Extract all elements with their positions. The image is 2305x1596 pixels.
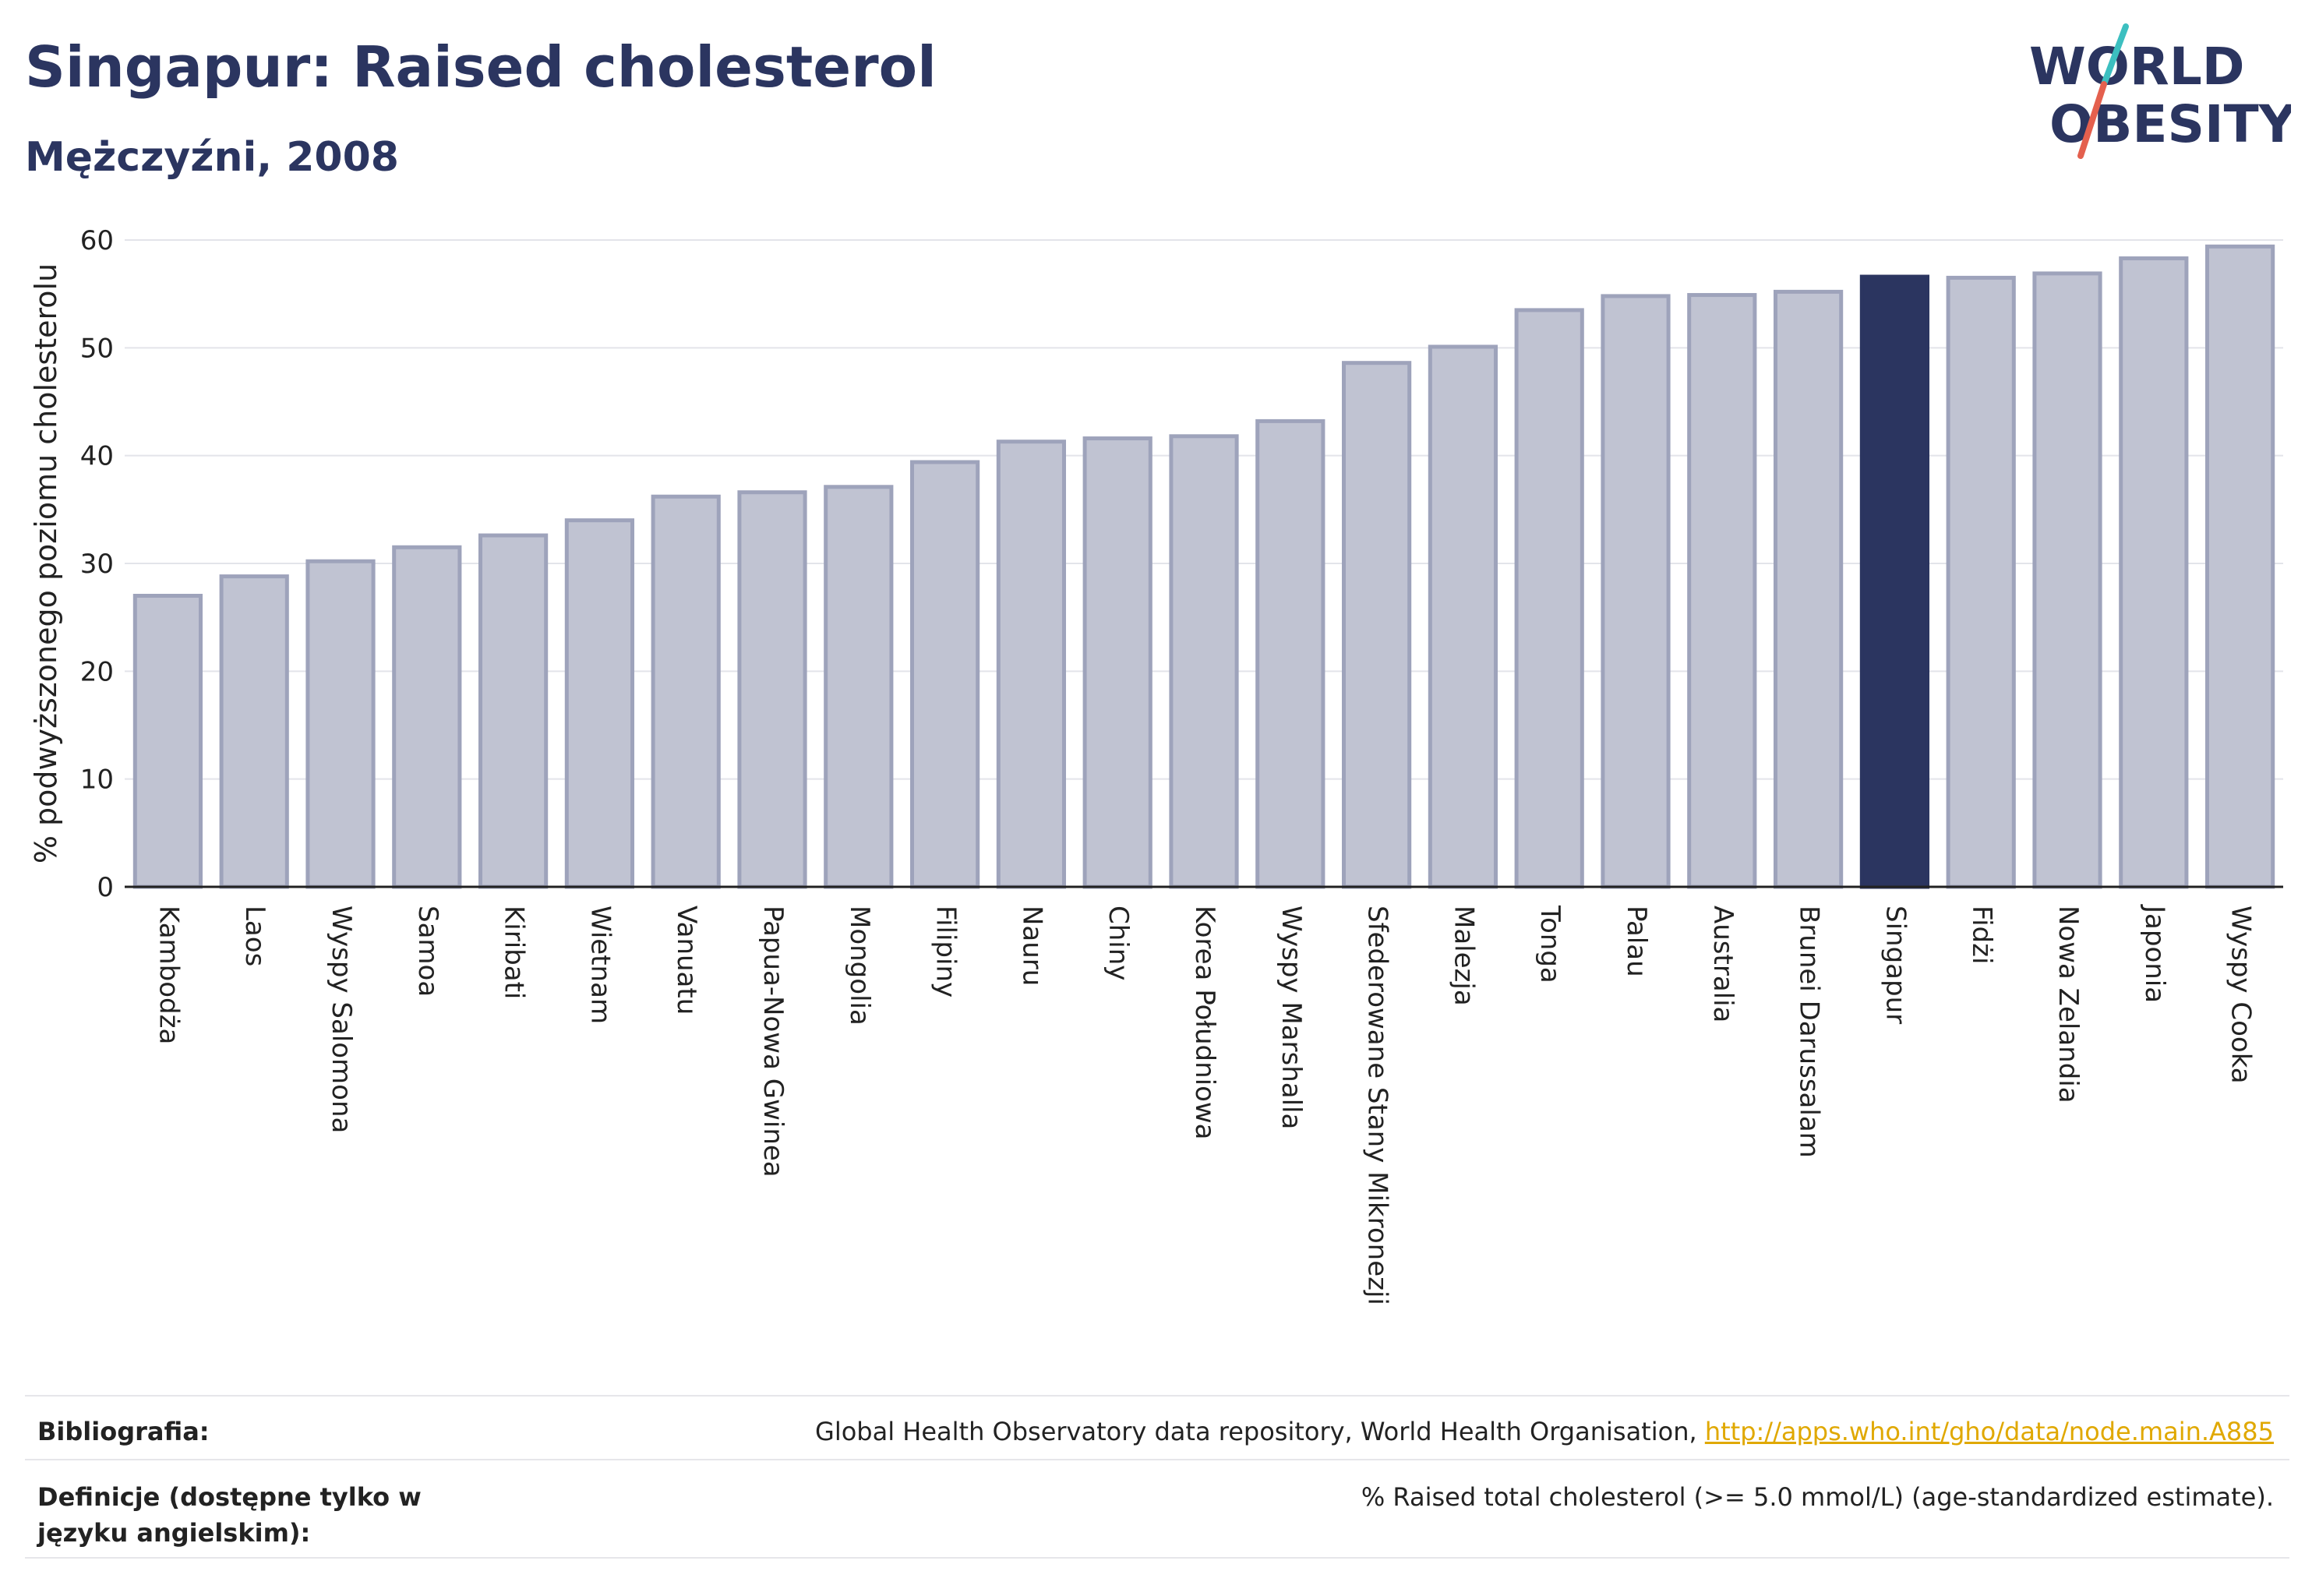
y-tick-label: 60 — [80, 225, 114, 256]
x-tick-label: Papua-Nowa Gwinea — [757, 906, 789, 1178]
x-tick-label: Sfederowane Stany Mikronezji — [1362, 906, 1393, 1305]
logo-slash-red — [2077, 81, 2107, 159]
bar[interactable] — [1514, 308, 1584, 889]
bar[interactable] — [2119, 256, 2189, 889]
x-tick-label: Wyspy Cooka — [2226, 906, 2257, 1084]
x-tick-label: Mongolia — [844, 906, 875, 1026]
bibliography-link[interactable]: http://apps.who.int/gho/data/node.main.A… — [1704, 1417, 2274, 1446]
x-tick-label: Kiribati — [499, 906, 530, 999]
x-tick-label: Japonia — [2139, 904, 2170, 1003]
x-tick-label: Palau — [1621, 906, 1652, 977]
definitions-value: % Raised total cholesterol (>= 5.0 mmol/… — [1361, 1482, 2274, 1512]
x-tick-label: Tonga — [1534, 905, 1565, 983]
chart-title: Singapur: Raised cholesterol — [25, 34, 937, 100]
definitions-label: Definicje (dostępne tylko w języku angie… — [37, 1482, 422, 1548]
x-tick-label: Fidżi — [1966, 906, 1997, 964]
x-tick-label: Vanuatu — [671, 906, 702, 1015]
bar[interactable] — [1773, 289, 1844, 889]
x-tick-label: Wyspy Marshalla — [1276, 906, 1307, 1129]
logo-slash-teal — [2101, 23, 2129, 87]
bar[interactable] — [478, 533, 549, 889]
y-axis-ticks: 0 10 20 30 40 50 60 — [80, 225, 114, 903]
y-tick-label: 20 — [80, 656, 114, 687]
footer-rule-top — [25, 1395, 2289, 1396]
bar[interactable] — [996, 440, 1067, 889]
bar[interactable] — [1946, 275, 2016, 889]
x-tick-label: Brunei Darussalam — [1794, 906, 1825, 1158]
y-tick-label: 40 — [80, 441, 114, 472]
x-tick-label: Samoa — [412, 906, 443, 997]
bar[interactable] — [824, 485, 894, 889]
bar[interactable] — [305, 559, 376, 889]
bibliography-value: Global Health Observatory data repositor… — [815, 1414, 2274, 1449]
footer-rule-bottom — [25, 1557, 2289, 1559]
bar[interactable] — [1428, 344, 1498, 889]
x-tick-label: Filipiny — [930, 906, 962, 998]
bar[interactable] — [219, 574, 289, 889]
x-tick-label: Australia — [1707, 906, 1738, 1022]
bar[interactable] — [1169, 434, 1239, 889]
chart-subtitle: Mężczyźni, 2008 — [25, 134, 399, 181]
y-tick-label: 30 — [80, 549, 114, 580]
bibliography-text: Global Health Observatory data repositor… — [815, 1417, 1705, 1446]
bars — [132, 244, 2275, 889]
bar[interactable] — [2032, 271, 2102, 889]
bar[interactable] — [1341, 361, 1412, 889]
x-tick-label: Singapur — [1880, 906, 1911, 1024]
world-obesity-logo: WORLD OBESITY — [2029, 23, 2291, 159]
bar[interactable] — [564, 518, 635, 889]
y-axis-title: % podwyższonego poziomu cholesterolu — [29, 263, 63, 863]
x-tick-label: Nauru — [1016, 906, 1047, 986]
x-tick-label: Wietnam — [584, 906, 616, 1024]
x-tick-label: Laos — [239, 906, 270, 966]
x-tick-label: Malezja — [1448, 906, 1479, 1006]
x-tick-label: Korea Południowa — [1189, 906, 1220, 1140]
bar[interactable] — [651, 494, 721, 889]
footer-rule-middle — [25, 1459, 2289, 1460]
y-tick-label: 10 — [80, 764, 114, 796]
bar[interactable] — [1082, 436, 1152, 889]
bar[interactable] — [1255, 418, 1325, 889]
logo-text-line1: WORLD — [2029, 37, 2245, 97]
bar-chart: 0 10 20 30 40 50 60 Kambodża Laos Wyspy Salomona… — [29, 225, 2283, 1305]
bar[interactable] — [2204, 244, 2275, 889]
x-axis-labels: Kambodża Laos Wyspy Salomona Samoa Kiribati W… — [153, 904, 2256, 1305]
bar[interactable] — [132, 594, 203, 889]
bar[interactable] — [909, 460, 980, 889]
x-tick-label: Wyspy Salomona — [326, 906, 357, 1133]
bar[interactable] — [1687, 293, 1757, 889]
bar[interactable] — [1601, 294, 1671, 889]
y-tick-label: 50 — [80, 333, 114, 364]
bar-highlight[interactable] — [1859, 274, 1930, 889]
x-tick-label: Kambodża — [153, 906, 184, 1044]
bar[interactable] — [737, 490, 807, 889]
x-tick-label: Chiny — [1103, 906, 1134, 980]
y-tick-label: 0 — [97, 872, 114, 903]
bibliography-label: Bibliografia: — [37, 1417, 210, 1446]
bar[interactable] — [392, 545, 462, 889]
x-tick-label: Nowa Zelandia — [2053, 906, 2084, 1103]
